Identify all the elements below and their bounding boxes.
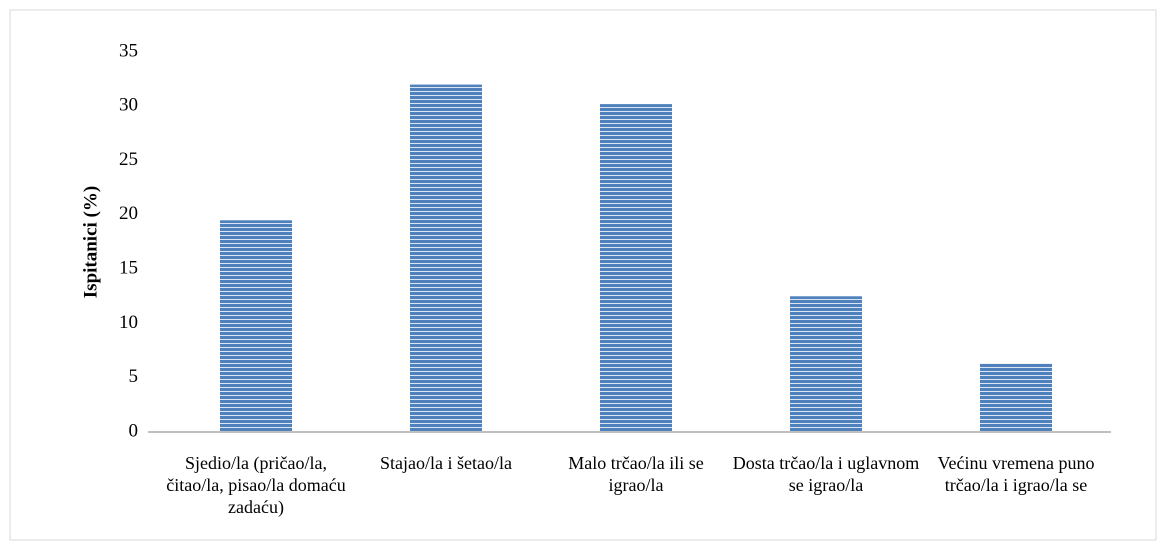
- y-tick-label: 30: [119, 95, 138, 116]
- x-tick-label: Većinu vremena puno trčao/la i igrao/la …: [937, 453, 1095, 495]
- x-tick-label: Malo trčao/la ili se igrao/la: [568, 453, 704, 495]
- x-tick-label: Sjedio/la (pričao/la, čitao/la, pisao/la…: [166, 453, 346, 517]
- y-tick-label: 10: [119, 312, 138, 333]
- bar: [980, 363, 1052, 432]
- bar: [600, 104, 672, 432]
- y-axis-label: Ispitanici (%): [80, 186, 101, 298]
- bar: [790, 296, 862, 432]
- x-tick-label: Dosta trčao/la i uglavnom se igrao/la: [732, 453, 920, 495]
- y-tick-label: 15: [119, 258, 138, 279]
- bar: [410, 84, 482, 433]
- chart-border: [9, 9, 1157, 541]
- y-tick-label: 5: [129, 366, 139, 387]
- bar: [220, 220, 292, 432]
- y-tick-label: 25: [119, 149, 138, 170]
- y-tick-label: 35: [119, 40, 138, 61]
- x-tick-label: Stajao/la i šetao/la: [380, 453, 512, 473]
- y-tick-label: 0: [129, 420, 139, 441]
- y-tick-label: 20: [119, 203, 138, 224]
